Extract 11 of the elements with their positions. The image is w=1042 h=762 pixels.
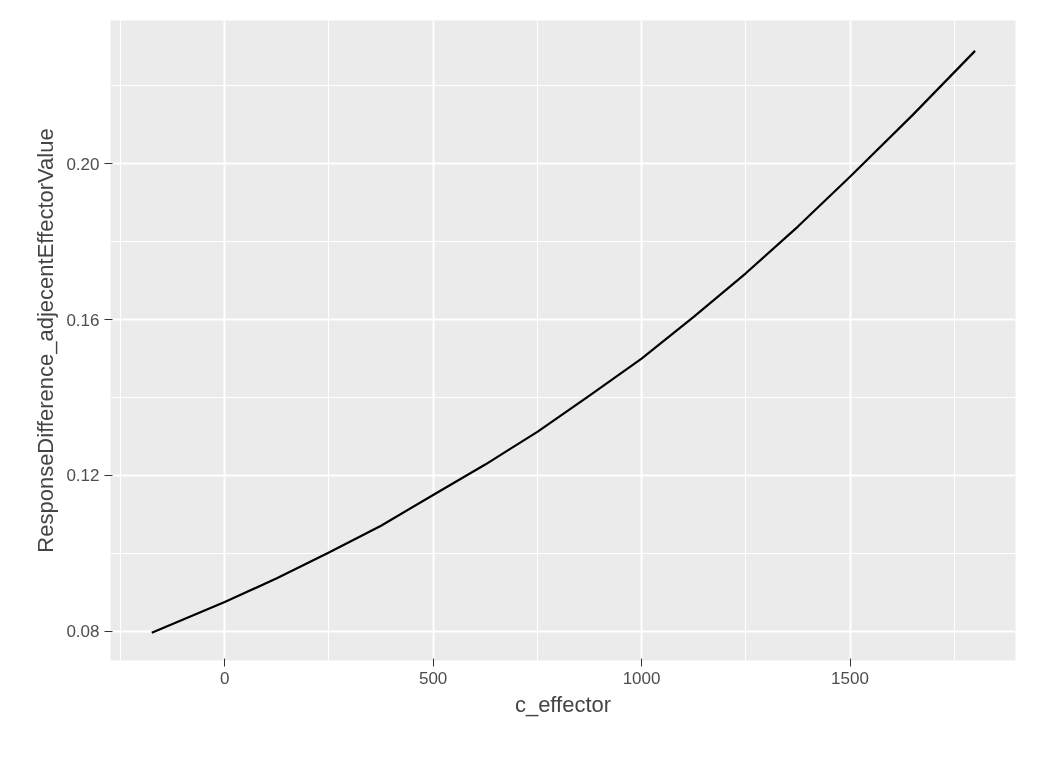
x-tick-label: 0 <box>219 668 230 688</box>
line-series <box>150 49 977 634</box>
y-tick-label: 0.20 <box>66 154 100 174</box>
x-tick-label: 1000 <box>622 668 661 688</box>
x-axis-title: c_effector <box>514 691 612 717</box>
y-axis-title: ResponseDifference_adjecentEffectorValue <box>33 128 59 553</box>
y-tick-label: 0.08 <box>66 622 100 642</box>
x-tick-label: 1500 <box>831 668 869 688</box>
y-tick-label: 0.16 <box>66 310 100 330</box>
y-tick-label: 0.12 <box>66 466 100 486</box>
x-tick-label: 500 <box>418 668 448 688</box>
